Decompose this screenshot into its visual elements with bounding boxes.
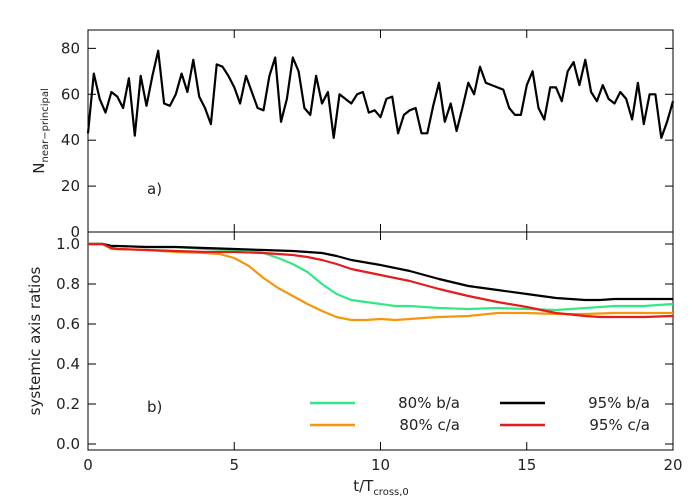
panel-b-xlabel-main: t/T [353,477,374,495]
panel-b: 0.0 0.2 0.4 0.6 0.8 1.0 0 5 10 15 20 b) systemic a… [26,231,683,498]
panel-b-xtick-label: 10 [371,456,390,474]
panel-b-xtick-label: 5 [229,456,239,474]
panel-a-ytick-label: 60 [61,85,80,103]
panel-b-series [88,242,674,322]
panel-b-xtick-label: 15 [517,456,536,474]
panel-a-ylabel: Nnear−principal [30,88,51,173]
panel-b-series-line-95-b-a [88,242,673,302]
legend-label: 80% b/a [398,394,460,412]
panel-a: 0 20 40 60 80 a) Nnear−principal [30,29,675,241]
legend-label: 80% c/a [399,416,460,434]
panel-b-xtick-label: 20 [663,456,682,474]
panel-a-label: a) [147,180,162,198]
panel-b-ytick-label: 0.4 [56,355,80,373]
panel-a-ytick-label: 20 [61,177,80,195]
panel-b-xtick-label: 0 [83,456,93,474]
legend-label: 95% c/a [589,416,650,434]
panel-b-series-line-95-c-a [88,242,674,319]
panel-b-ytick-label: 0.0 [56,435,80,453]
panel-a-ticks: 0 20 40 60 80 [61,30,674,241]
panel-a-ytick-label: 40 [61,131,80,149]
panel-b-ytick-label: 1.0 [56,235,80,253]
panel-b-ytick-label: 0.2 [56,395,80,413]
panel-b-xlabel-sub: cross,0 [373,487,408,498]
panel-b-ylabel: systemic axis ratios [26,267,44,416]
panel-b-ytick-label: 0.8 [56,275,80,293]
panel-a-ylabel-sub: near−principal [40,88,51,162]
panel-a-series [86,49,675,139]
legend-label: 95% b/a [588,394,650,412]
panel-b-xlabel: t/Tcross,0 [353,477,409,498]
panel-b-ticks: 0.0 0.2 0.4 0.6 0.8 1.0 0 5 10 15 20 [56,232,683,474]
panel-a-ylabel-main: N [30,162,48,173]
panel-a-series-line-0 [86,49,675,139]
legend: 80% b/a 80% c/a 95% b/a 95% c/a [310,394,650,434]
panel-b-label: b) [147,398,162,416]
panel-b-ytick-label: 0.6 [56,315,80,333]
panel-a-ytick-label: 0 [70,223,80,241]
panel-a-ytick-label: 80 [61,39,80,57]
